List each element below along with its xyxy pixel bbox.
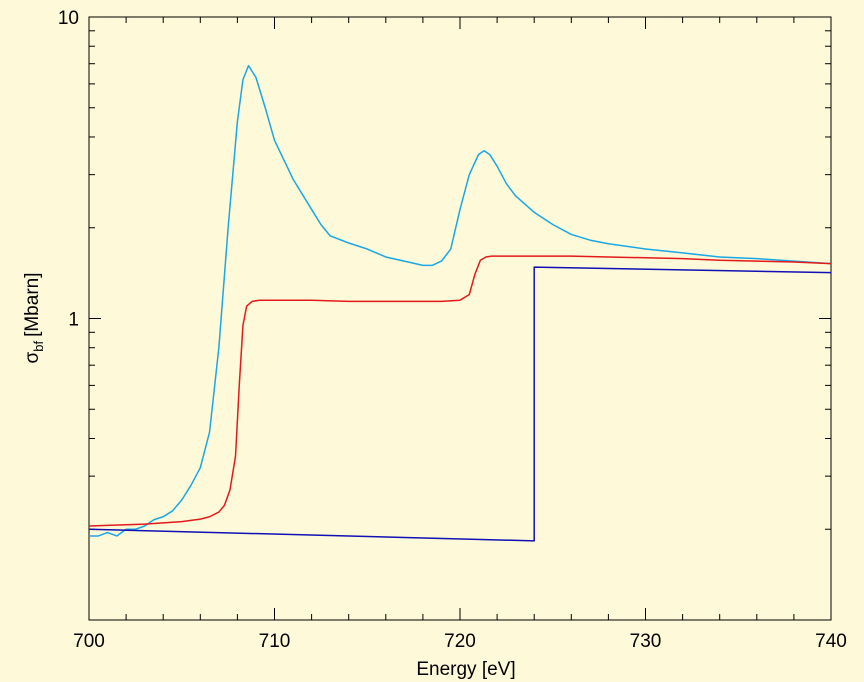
y-tick-label: 10 bbox=[58, 8, 79, 29]
x-tick-label: 710 bbox=[259, 631, 291, 652]
x-axis-title: Energy [eV] bbox=[416, 659, 515, 680]
y-tick-label: 1 bbox=[68, 310, 79, 331]
series-lines bbox=[88, 64, 832, 542]
plot-area bbox=[88, 16, 832, 621]
x-tick-label: 700 bbox=[73, 631, 105, 652]
axis-ticks bbox=[88, 17, 832, 621]
y-axis-symbol: σ bbox=[22, 352, 43, 364]
y-axis-unit: [Mbarn] bbox=[22, 273, 43, 337]
y-axis-subscript: bf bbox=[31, 341, 46, 352]
x-tick-label: 730 bbox=[630, 631, 662, 652]
series-line-1 bbox=[89, 64, 832, 537]
tick-labels: 700 710 720 730 740 1 10 bbox=[58, 8, 847, 652]
x-tick-label: 740 bbox=[815, 631, 847, 652]
series-line-2 bbox=[88, 255, 832, 527]
series-line-3 bbox=[88, 266, 832, 542]
x-tick-label: 720 bbox=[444, 631, 476, 652]
y-axis-title: σbf [Mbarn] bbox=[22, 273, 46, 364]
